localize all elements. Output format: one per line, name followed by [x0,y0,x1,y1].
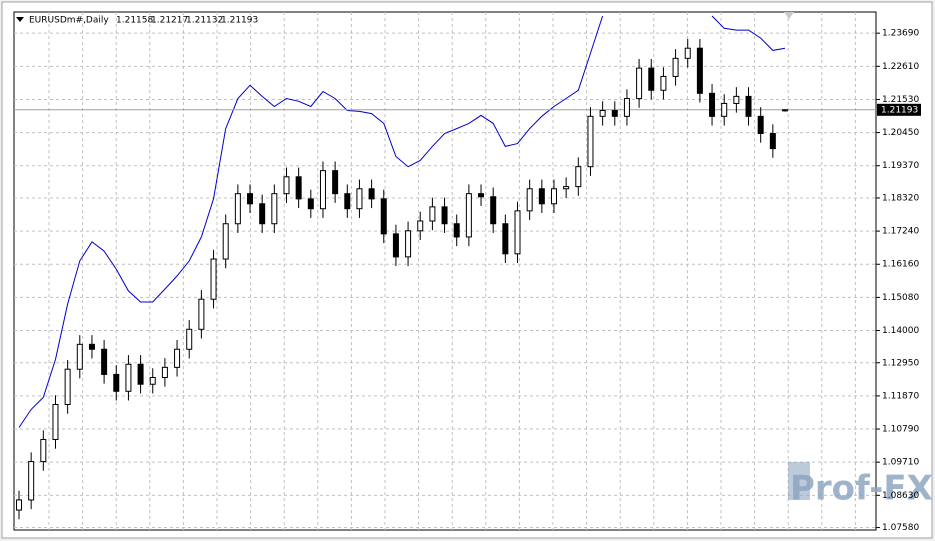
y-tick-label: 1.15080 [882,293,919,303]
watermark: Prof-FX [790,469,933,509]
price-label-bg [877,103,921,116]
candle-body [490,196,497,225]
y-tick-label: 1.09710 [882,458,919,468]
candle-body [672,57,679,77]
candle-body [721,102,728,117]
candle-body [76,343,83,370]
candle-body [40,438,47,463]
price-label: 1.21193 [881,105,918,115]
candle-body [222,223,229,260]
candle-body [125,363,132,392]
candle-body [28,461,35,501]
candle-body [526,188,533,212]
envelope-line [18,15,604,428]
y-tick-label: 1.10790 [882,425,919,435]
y-tick-label: 1.16160 [882,260,919,270]
envelope-line [711,15,786,51]
y-tick-label: 1.11870 [882,391,919,401]
y-tick-label: 1.20450 [882,128,919,138]
candle-body [550,188,557,205]
candle-body [16,499,22,511]
candle-body [307,198,314,210]
candle-body [210,258,217,300]
candle-body [356,188,363,210]
candle-body [648,67,655,91]
candle-body [709,92,716,117]
candle-body [392,233,399,258]
open-price: 1.21158 [116,16,153,26]
candle-body [429,206,436,222]
candle-body [186,328,193,350]
candle-body [319,170,326,210]
low-price: 1.21132 [186,16,223,26]
y-tick-label: 1.23690 [882,29,919,39]
candle-body [745,95,752,117]
candle-body [684,47,691,59]
candle-body [113,373,120,392]
marks [14,15,876,520]
candle-body [380,198,387,235]
candle-body [478,193,485,198]
y-tick-label: 1.08630 [882,491,919,501]
y-tick-label: 1.22610 [882,62,919,72]
y-tick-label: 1.21530 [882,95,919,105]
candle-body [283,176,290,195]
candle-body [502,223,509,255]
y-tick-label: 1.19370 [882,161,919,171]
candle-body [368,188,375,200]
watermark-logo [788,462,810,500]
candle-body [161,366,168,378]
candle-body [623,98,630,117]
candle-body [733,95,740,104]
y-tick-label: 1.17240 [882,227,919,237]
candle-body [417,220,424,232]
candle-body [405,230,412,258]
candle-body [696,47,703,94]
high-price: 1.21217 [151,16,188,26]
candle-body [174,348,181,368]
close-price: 1.21193 [221,16,258,26]
candle-body [332,170,339,195]
candle-body [465,193,472,238]
shift-marker[interactable] [784,12,794,19]
candle-body [441,206,448,225]
candle-body [271,193,278,225]
y-tick-label: 1.07580 [882,523,919,533]
candle-body [575,166,582,188]
candle-body [234,193,241,225]
candle-body [88,343,95,350]
candle-body [295,176,302,200]
candle-body [453,223,460,238]
candle-body [247,193,254,205]
candle-body [587,115,594,168]
candle-body [599,110,606,117]
candle-body [52,403,59,440]
menu-arrow[interactable] [16,17,24,22]
y-tick-label: 1.14000 [882,326,919,336]
candle-body [101,348,108,375]
candle-body [259,203,266,225]
plot-area [13,11,877,531]
grid [14,12,876,530]
candle-body [198,298,205,330]
y-tick-label: 1.18320 [882,193,919,203]
candle-body [757,115,764,135]
candle-body [636,67,643,100]
candle-body [514,210,521,255]
candle-body [137,363,144,385]
candle-body [611,110,618,117]
y-tick-label: 1.12950 [882,358,919,368]
chart-symbol: EURUSDm#,Daily [29,16,109,26]
candle-body [538,188,545,205]
candle-body [344,193,351,210]
candle-body [563,186,570,190]
candle-body [149,376,156,385]
candle-body [769,133,776,150]
candle-body [782,109,788,112]
candle-body [660,75,667,91]
candle-body [64,368,71,405]
